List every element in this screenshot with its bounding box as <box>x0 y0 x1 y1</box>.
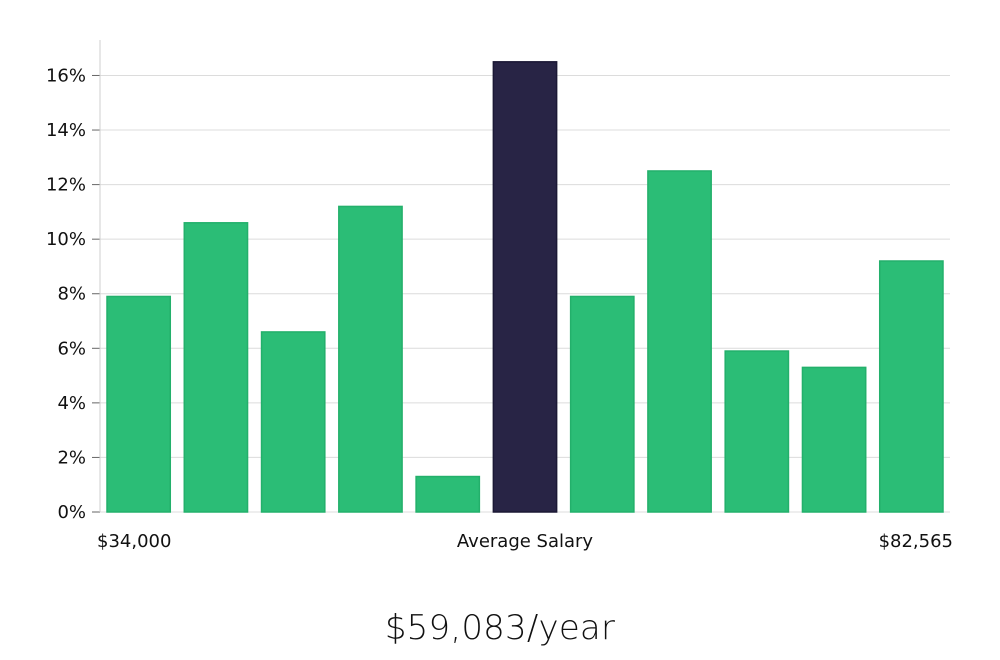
bar-average-salary <box>492 61 558 513</box>
y-axis-ticks: 0% 2% 4% 6% 8% 10% 12% 14% 16% <box>46 65 100 523</box>
average-salary-summary: $59,083/year <box>384 608 616 648</box>
bar <box>415 475 481 513</box>
x-label-average: Average Salary <box>457 531 594 552</box>
bar <box>801 366 867 513</box>
y-tick-label: 8% <box>57 284 86 305</box>
bar <box>260 331 326 513</box>
y-tick-label: 0% <box>57 502 86 523</box>
y-tick-label: 12% <box>46 175 86 196</box>
bar <box>878 260 944 513</box>
y-tick-label: 2% <box>57 447 86 468</box>
salary-distribution-chart: 0% 2% 4% 6% 8% 10% 12% 14% 16% $34,000 Average S… <box>46 40 953 552</box>
bar <box>106 295 172 513</box>
x-label-min: $34,000 <box>97 531 171 552</box>
y-tick-label: 14% <box>46 120 86 141</box>
bar <box>338 205 403 513</box>
y-tick-label: 4% <box>57 393 86 414</box>
bar <box>724 350 790 513</box>
y-tick-label: 16% <box>46 65 86 86</box>
x-axis-labels: $34,000 Average Salary $82,565 <box>97 531 953 552</box>
x-label-max: $82,565 <box>879 531 953 552</box>
bar <box>569 295 635 513</box>
bar <box>647 170 712 513</box>
bar <box>183 222 249 513</box>
bars <box>106 61 944 513</box>
y-tick-label: 6% <box>57 338 86 359</box>
y-tick-label: 10% <box>46 229 86 250</box>
